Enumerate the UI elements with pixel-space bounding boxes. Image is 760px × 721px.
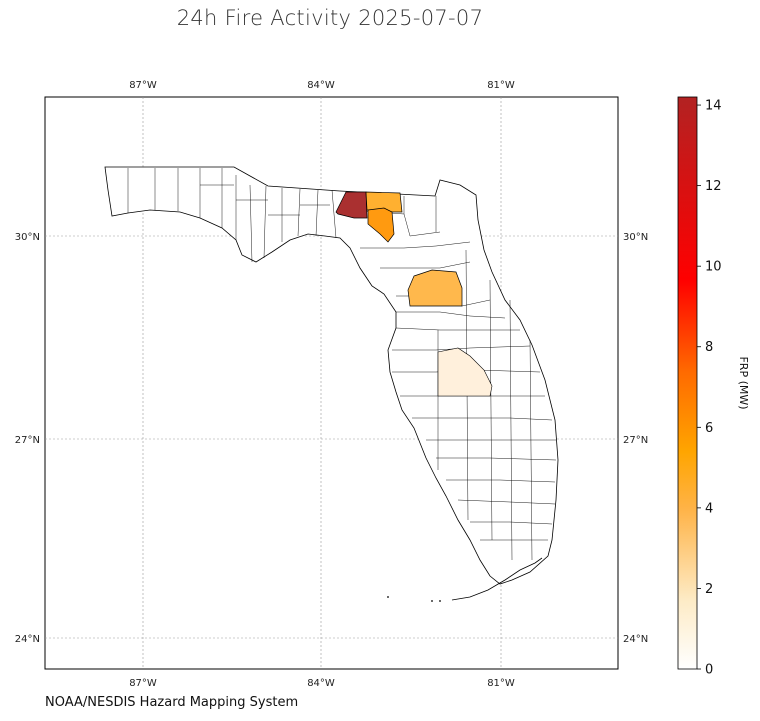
map-title: 24h Fire Activity 2025-07-07 [176, 6, 484, 30]
lon-tick-bottom-87: 87°W [129, 678, 157, 689]
lat-tick-left-30: 30°N [15, 232, 40, 243]
county-fire-3[interactable] [367, 207, 395, 243]
colorbar-tick-label: 4 [705, 501, 713, 516]
colorbar-tick-label: 12 [705, 179, 722, 194]
florida-keys [387, 557, 543, 602]
lat-tick-left-24: 24°N [15, 634, 40, 645]
colorbar-tick-label: 14 [705, 99, 722, 114]
lat-tick-left-27: 27°N [15, 435, 40, 446]
lat-tick-right-27: 27°N [623, 435, 648, 446]
lon-tick-top-81: 81°W [487, 80, 515, 91]
county-fire-1[interactable] [335, 191, 368, 219]
lon-tick-bottom-81: 81°W [487, 678, 515, 689]
county-fire-4[interactable] [407, 269, 463, 307]
colorbar-tick-label: 10 [705, 260, 722, 275]
colorbar-label: FRP (MW) [737, 356, 750, 409]
colorbar-tick-label: 6 [705, 421, 713, 436]
colorbar-tick-label: 2 [705, 582, 713, 597]
lon-tick-bottom-84: 84°W [307, 678, 335, 689]
lat-tick-right-30: 30°N [623, 232, 648, 243]
colorbar-tick-label: 8 [705, 340, 713, 355]
county-fire-5[interactable] [437, 347, 493, 397]
colorbar [677, 96, 698, 670]
colorbar-tick-label: 0 [705, 663, 713, 678]
lat-tick-right-24: 24°N [623, 634, 648, 645]
colorbar-ticks: 0 2 4 6 8 10 12 14 [697, 99, 722, 678]
source-credit: NOAA/NESDIS Hazard Mapping System [45, 695, 299, 710]
lon-tick-top-87: 87°W [129, 80, 157, 91]
lon-tick-top-84: 84°W [307, 80, 335, 91]
county-fire-2[interactable] [365, 191, 403, 213]
